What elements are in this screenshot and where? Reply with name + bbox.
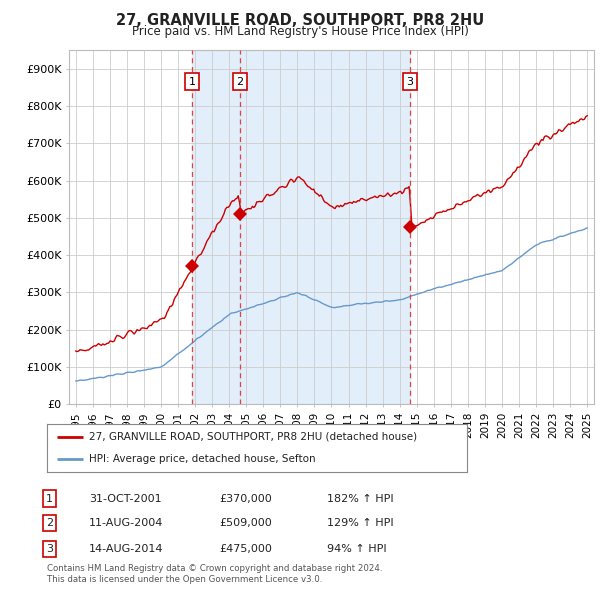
Text: 3: 3 [407,77,413,87]
Text: Contains HM Land Registry data © Crown copyright and database right 2024.: Contains HM Land Registry data © Crown c… [47,565,382,573]
Text: £370,000: £370,000 [219,494,272,503]
Text: 3: 3 [46,544,53,553]
Text: 27, GRANVILLE ROAD, SOUTHPORT, PR8 2HU: 27, GRANVILLE ROAD, SOUTHPORT, PR8 2HU [116,13,484,28]
Text: This data is licensed under the Open Government Licence v3.0.: This data is licensed under the Open Gov… [47,575,322,584]
Text: 1: 1 [189,77,196,87]
Text: HPI: Average price, detached house, Sefton: HPI: Average price, detached house, Seft… [89,454,316,464]
Text: 94% ↑ HPI: 94% ↑ HPI [327,544,386,553]
Bar [239,50,410,404]
Text: 1: 1 [46,494,53,503]
Text: £509,000: £509,000 [219,519,272,528]
Text: 11-AUG-2004: 11-AUG-2004 [89,519,163,528]
Text: 14-AUG-2014: 14-AUG-2014 [89,544,163,553]
Text: £475,000: £475,000 [219,544,272,553]
Text: 27, GRANVILLE ROAD, SOUTHPORT, PR8 2HU (detached house): 27, GRANVILLE ROAD, SOUTHPORT, PR8 2HU (… [89,432,417,442]
Text: 182% ↑ HPI: 182% ↑ HPI [327,494,394,503]
Text: 31-OCT-2001: 31-OCT-2001 [89,494,161,503]
Text: 129% ↑ HPI: 129% ↑ HPI [327,519,394,528]
Text: 2: 2 [236,77,243,87]
Text: 2: 2 [46,519,53,528]
Bar [192,50,239,404]
Text: Price paid vs. HM Land Registry's House Price Index (HPI): Price paid vs. HM Land Registry's House … [131,25,469,38]
